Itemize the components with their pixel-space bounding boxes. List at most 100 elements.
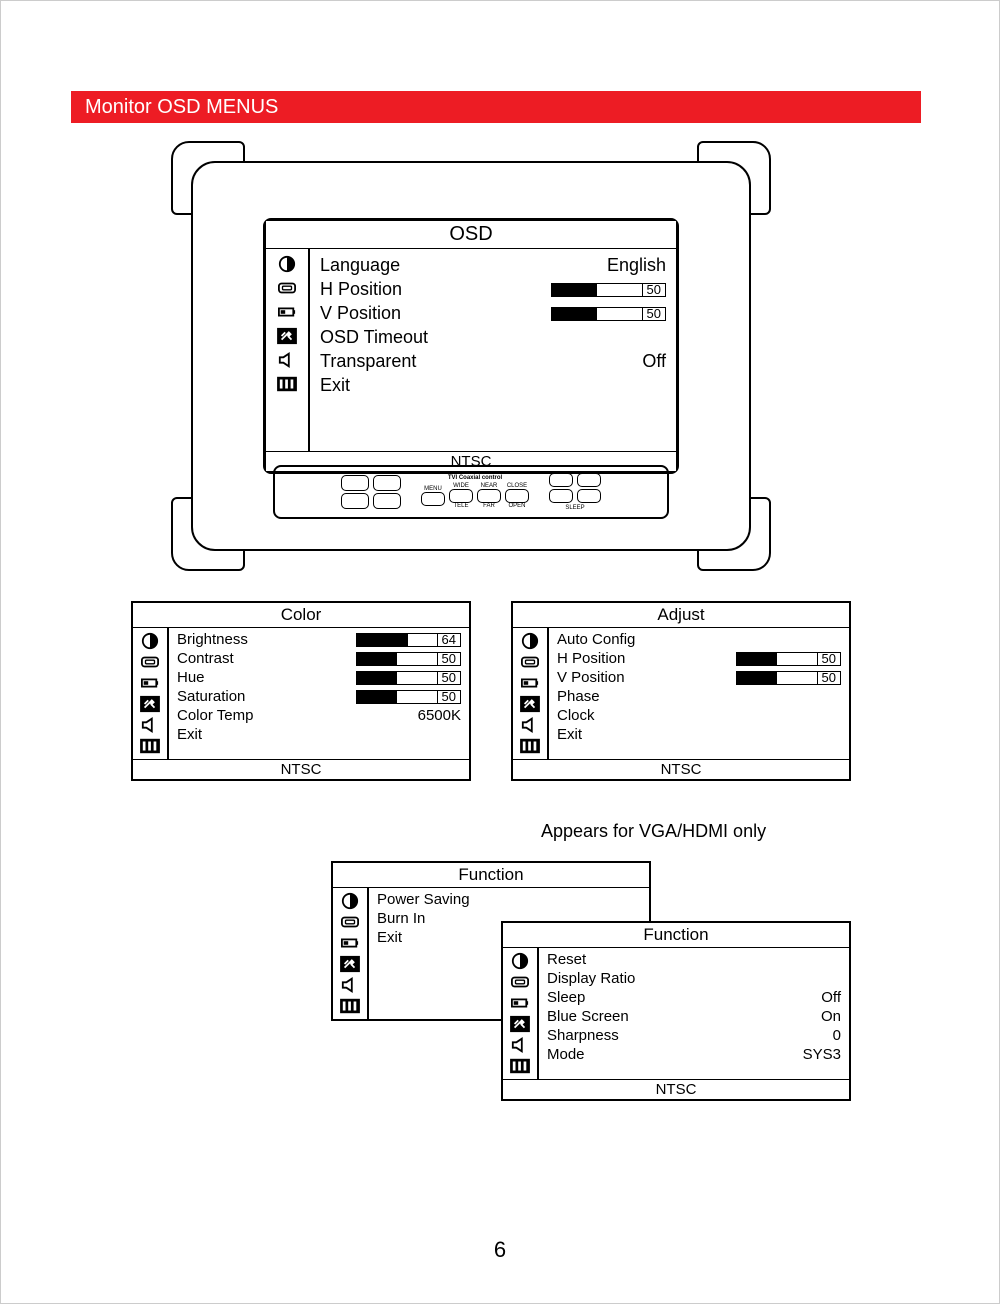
osd-row-label: Display Ratio <box>547 970 637 987</box>
device-button[interactable] <box>341 493 369 509</box>
osd-row-value: On <box>821 1008 841 1025</box>
osd-slider[interactable]: 50 <box>736 671 841 685</box>
battery-icon <box>276 303 298 321</box>
speaker-icon <box>139 716 161 734</box>
osd-footer: NTSC <box>133 759 469 779</box>
osd-slider[interactable]: 50 <box>356 671 461 685</box>
osd-row[interactable]: Exit <box>320 375 666 396</box>
bars-icon <box>509 1057 531 1075</box>
osd-slider-value: 50 <box>818 671 841 685</box>
osd-title: OSD <box>266 221 676 249</box>
osd-row-label: Exit <box>177 726 267 743</box>
osd-row[interactable]: Power Saving <box>377 891 641 908</box>
osd-row-value: Off <box>821 989 841 1006</box>
osd-row[interactable]: Auto Config <box>557 631 841 648</box>
speaker-icon <box>509 1036 531 1054</box>
contrast-icon <box>519 632 541 650</box>
battery-icon <box>339 934 361 952</box>
osd-slider-value: 64 <box>438 633 461 647</box>
tele-button-label: TELE <box>453 503 468 509</box>
osd-row[interactable]: Clock <box>557 707 841 724</box>
osd-row-label: Mode <box>547 1046 637 1063</box>
osd-row-label: Exit <box>557 726 647 743</box>
osd-row[interactable]: Hue50 <box>177 669 461 686</box>
close-button[interactable] <box>505 489 529 503</box>
speaker-icon <box>339 976 361 994</box>
osd-row-label: Clock <box>557 707 647 724</box>
device-illustration: OSDLanguageEnglishH Position50V Position… <box>171 141 771 571</box>
osd-row[interactable]: Exit <box>177 726 461 743</box>
osd-row-label: Brightness <box>177 631 267 648</box>
osd-row[interactable]: Blue ScreenOn <box>547 1008 841 1025</box>
wide-button[interactable] <box>449 489 473 503</box>
sleep-button[interactable] <box>577 489 601 503</box>
device-button[interactable] <box>373 493 401 509</box>
osd-row[interactable]: H Position 50 <box>557 650 841 667</box>
osd-row[interactable]: LanguageEnglish <box>320 255 666 276</box>
menu-button[interactable] <box>421 492 445 506</box>
osd-row[interactable]: OSD Timeout <box>320 327 666 348</box>
osd-row-label: Reset <box>547 951 637 968</box>
osd-slider[interactable]: 64 <box>356 633 461 647</box>
page-number: 6 <box>1 1237 999 1263</box>
osd-row[interactable]: Sharpness0 <box>547 1027 841 1044</box>
osd-row[interactable]: Reset <box>547 951 841 968</box>
contrast-icon <box>139 632 161 650</box>
right-button-cluster: SLEEP <box>549 473 601 511</box>
osd-row[interactable]: Color Temp6500K <box>177 707 461 724</box>
page-header: Monitor OSD MENUS <box>71 91 921 123</box>
device-button[interactable] <box>341 475 369 491</box>
osd-row[interactable]: Phase <box>557 688 841 705</box>
center-button-cluster: TVI Coaxial control MENU WIDETELE NEARFA… <box>421 475 529 509</box>
osd-title: Function <box>503 923 849 948</box>
tools-icon <box>139 695 161 713</box>
osd-row[interactable]: V Position50 <box>557 669 841 686</box>
rect-icon <box>509 973 531 991</box>
device-button[interactable] <box>549 489 573 503</box>
osd-row-label: H Position <box>557 650 647 667</box>
osd-row[interactable]: Saturation50 <box>177 688 461 705</box>
left-button-cluster <box>341 475 401 509</box>
osd-adjust-panel: AdjustAuto ConfigH Position50V Position5… <box>511 601 851 781</box>
tools-icon <box>519 695 541 713</box>
osd-row[interactable]: Sleep Off <box>547 989 841 1006</box>
rect-icon <box>139 653 161 671</box>
osd-row[interactable]: Display Ratio <box>547 970 841 987</box>
osd-title: Adjust <box>513 603 849 628</box>
osd-row[interactable]: Brightness 64 <box>177 631 461 648</box>
device-button[interactable] <box>549 473 573 487</box>
osd-row[interactable]: ModeSYS3 <box>547 1046 841 1063</box>
adjust-note: Appears for VGA/HDMI only <box>541 821 766 842</box>
bars-icon <box>339 997 361 1015</box>
osd-row-label: Burn In <box>377 910 467 927</box>
bars-icon <box>519 737 541 755</box>
osd-slider-value: 50 <box>818 652 841 666</box>
osd-row-label: Transparent <box>320 351 450 372</box>
osd-row[interactable]: H Position 50 <box>320 279 666 300</box>
rect-icon <box>276 279 298 297</box>
near-button[interactable] <box>477 489 501 503</box>
osd-row-label: H Position <box>320 279 450 300</box>
osd-footer: NTSC <box>513 759 849 779</box>
osd-row[interactable]: V Position50 <box>320 303 666 324</box>
osd-row[interactable]: Exit <box>557 726 841 743</box>
osd-row-label: Contrast <box>177 650 267 667</box>
osd-row-value: 6500K <box>418 707 461 724</box>
osd-footer: NTSC <box>503 1079 849 1099</box>
osd-slider[interactable]: 50 <box>356 652 461 666</box>
device-button[interactable] <box>577 473 601 487</box>
battery-icon <box>519 674 541 692</box>
osd-slider-value: 50 <box>438 652 461 666</box>
osd-row[interactable]: Transparent Off <box>320 351 666 372</box>
osd-slider[interactable]: 50 <box>356 690 461 704</box>
speaker-icon <box>519 716 541 734</box>
osd-row[interactable]: Contrast 50 <box>177 650 461 667</box>
osd-row-value: Off <box>642 351 666 372</box>
osd-slider[interactable]: 50 <box>551 307 666 321</box>
osd-slider[interactable]: 50 <box>736 652 841 666</box>
tools-icon <box>509 1015 531 1033</box>
osd-row-label: Exit <box>377 929 467 946</box>
osd-slider[interactable]: 50 <box>551 283 666 297</box>
osd-row-label: Sleep <box>547 989 637 1006</box>
device-button[interactable] <box>373 475 401 491</box>
